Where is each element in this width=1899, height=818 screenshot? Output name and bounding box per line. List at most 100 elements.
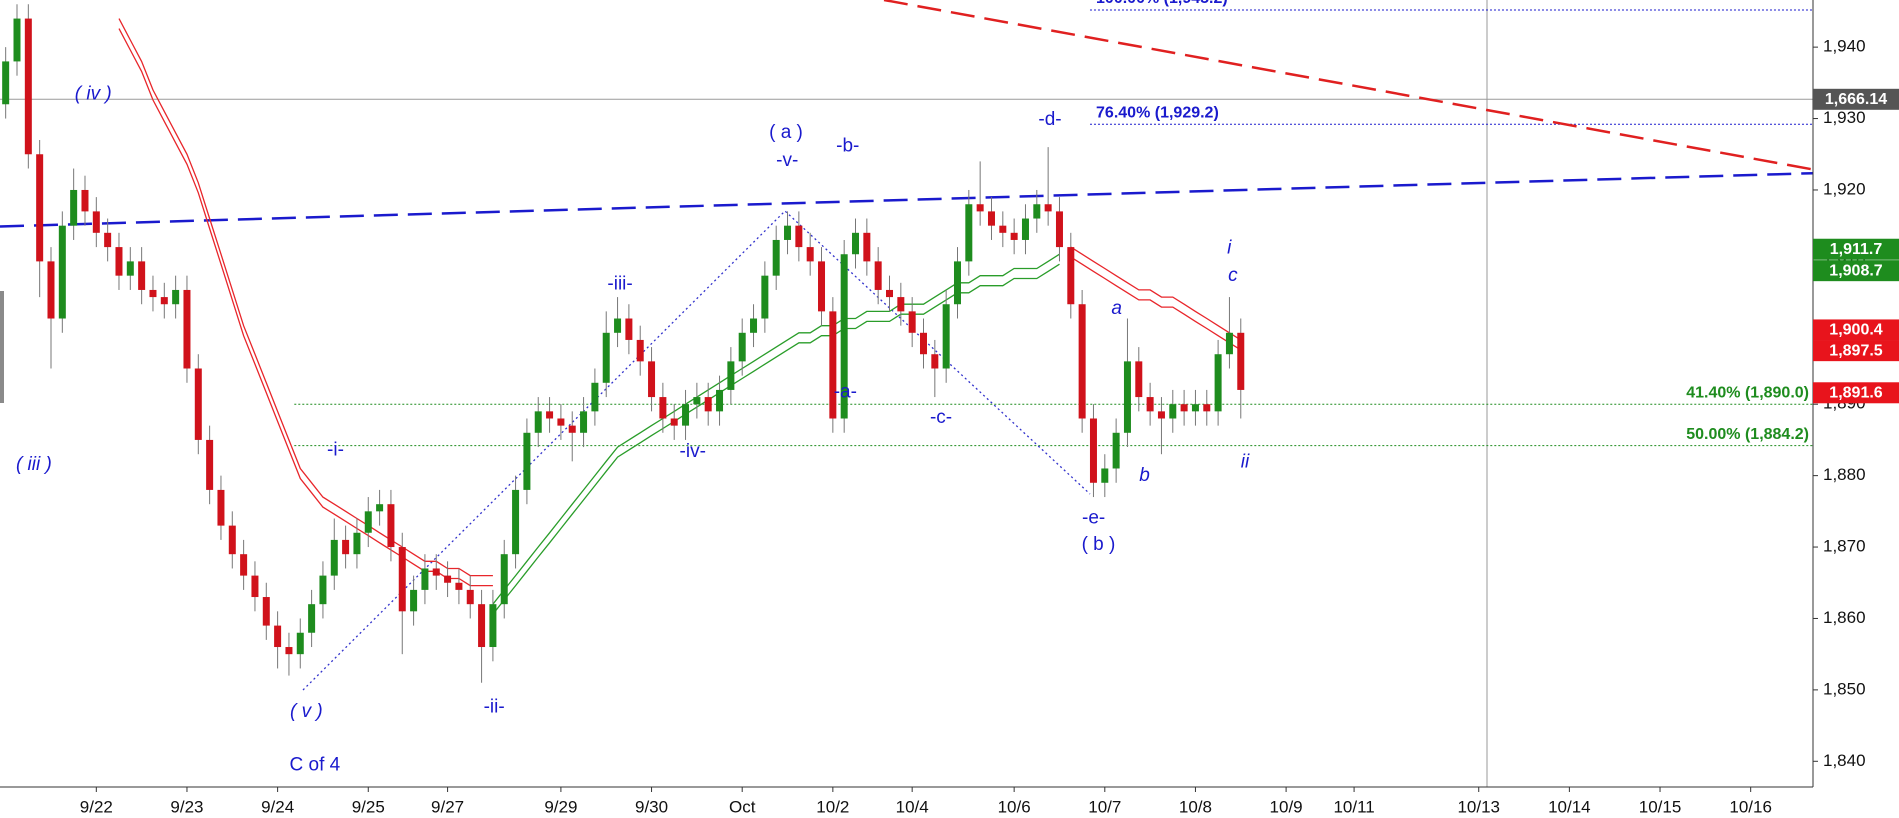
x-tick-label: 9/25 (352, 797, 385, 816)
candle-body (750, 318, 758, 333)
candle-body (568, 425, 576, 433)
wave-label: -e- (1082, 507, 1105, 528)
level-label: 76.40% (1,929.2) (1096, 104, 1219, 121)
trend-line-blue (0, 171, 1814, 228)
candle-body (1021, 218, 1029, 240)
wave-label: C of 4 (290, 754, 341, 775)
x-tick-label: Oct (729, 797, 756, 816)
y-tick-label: 1,940 (1823, 37, 1866, 56)
price-tag (1813, 319, 1899, 341)
candle-body (1078, 304, 1086, 419)
moving-average (118, 18, 1242, 577)
candle-body (953, 261, 961, 305)
candle-body (863, 232, 871, 262)
x-tick-label: 10/8 (1179, 797, 1212, 816)
wave-label: ( b ) (1082, 534, 1116, 555)
wave-label: -iv- (680, 441, 706, 462)
candle-body (1112, 432, 1120, 469)
candle-body (296, 632, 304, 655)
x-tick-label: 10/9 (1270, 797, 1303, 816)
candle-body (342, 539, 350, 555)
wave-label: ( iv ) (75, 83, 112, 104)
x-tick-label: 9/27 (431, 797, 464, 816)
candle-body (36, 154, 44, 262)
wave-label: c (1228, 265, 1238, 286)
candle-body (976, 204, 984, 212)
y-tick-label: 1,860 (1823, 608, 1866, 627)
candle-body (410, 589, 418, 612)
y-tick-label: 1,880 (1823, 465, 1866, 484)
candle-body (1214, 354, 1222, 412)
candle-body (512, 489, 520, 555)
candle-body (1237, 332, 1245, 390)
candle-body (478, 604, 486, 648)
price-tag (1813, 238, 1899, 260)
candle-body (557, 418, 565, 426)
candle-body (1169, 404, 1177, 419)
candle-body (886, 289, 894, 298)
moving-average-band (492, 263, 1060, 615)
level-label: 100.00% (1,945.2) (1096, 0, 1228, 7)
candle-body (364, 511, 372, 533)
fib-levels: 100.00% (1,945.2) 76.40% (1,929.2) 41.40% … (294, 0, 1813, 447)
level-label: 50.00% (1,884.2) (1686, 426, 1809, 443)
candle-body (240, 554, 248, 576)
wave-label: ( v ) (290, 701, 323, 722)
candle-body (602, 332, 610, 383)
candle-body (818, 261, 826, 312)
candle-body (523, 432, 531, 490)
candle-body (444, 575, 452, 583)
x-tick-label: 10/4 (896, 797, 929, 816)
candle-body (546, 411, 554, 419)
candle-body (727, 361, 735, 390)
candle-body (704, 397, 712, 412)
candle-body (1101, 468, 1109, 483)
candle-body (1135, 361, 1143, 398)
y-tick-label: 1,850 (1823, 679, 1866, 698)
candle-body (965, 204, 973, 262)
candle-body (58, 225, 66, 319)
candle-body (353, 532, 361, 555)
candle-body (1146, 397, 1154, 412)
candle-body (138, 261, 146, 290)
candle-body (183, 289, 191, 369)
x-tick-label: 10/13 (1457, 797, 1500, 816)
crosshair-tag (1813, 88, 1899, 110)
wave-label: ( a ) (769, 122, 803, 143)
candle-body (308, 604, 316, 633)
candle-body (455, 582, 463, 590)
candle-body (398, 547, 406, 612)
x-tick-label: 10/6 (998, 797, 1031, 816)
price-tag-label: 1,911.7 (1830, 241, 1883, 258)
candle-body (908, 311, 916, 333)
candle-body (874, 261, 882, 290)
wave-label: -ii- (484, 696, 505, 717)
candle-body (376, 504, 384, 512)
candle-body (206, 439, 214, 490)
candle-body (852, 232, 860, 255)
moving-average (492, 253, 1060, 605)
x-tick-label: 10/11 (1333, 797, 1374, 816)
price-tag (1813, 260, 1899, 282)
candle-body (795, 225, 803, 248)
candle-body (693, 397, 701, 405)
candle-body (13, 18, 21, 62)
price-tag (1813, 340, 1899, 362)
moving-average-band (118, 28, 1242, 587)
candle-body (217, 489, 225, 526)
price-tag-label: 1,908.7 (1829, 262, 1882, 279)
y-tick-label: 1,870 (1823, 537, 1866, 556)
candle-body (1044, 204, 1052, 212)
crosshair-label: 1,666.14 (1825, 91, 1887, 108)
candle-body (897, 297, 905, 312)
candle-body (1225, 332, 1233, 355)
candle-body (432, 568, 440, 576)
candle-body (47, 261, 55, 319)
candle-body (330, 539, 338, 576)
wave-label: a (1111, 298, 1122, 319)
wave-label: -a- (834, 381, 857, 402)
x-tick-label: 10/16 (1729, 797, 1772, 816)
candle-body (670, 418, 678, 426)
candle-body (160, 297, 168, 305)
